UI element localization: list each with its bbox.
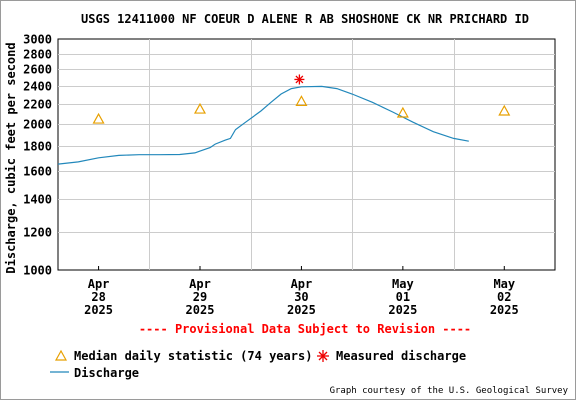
x-tick-label: 2025 [388, 303, 417, 317]
x-tick-label: 2025 [287, 303, 316, 317]
legend-median-label: Median daily statistic (74 years) [74, 349, 312, 363]
x-tick-label: 28 [91, 290, 105, 304]
x-tick-label: 2025 [490, 303, 519, 317]
x-tick-label: Apr [189, 277, 211, 291]
chart-title: USGS 12411000 NF COEUR D ALENE R AB SHOS… [81, 12, 529, 26]
y-tick-label: 2400 [23, 80, 52, 94]
legend: Median daily statistic (74 years) Measur… [50, 349, 466, 380]
x-tick-label: Apr [291, 277, 313, 291]
legend-measured-marker [317, 350, 329, 362]
y-axis-label: Discharge, cubic feet per second [4, 42, 18, 273]
median-marker [396, 106, 409, 118]
y-tick-label: 1800 [23, 140, 52, 154]
y-tick-label: 1400 [23, 193, 52, 207]
y-tick-label: 3000 [23, 33, 52, 47]
legend-median-marker [54, 349, 68, 361]
legend-measured-label: Measured discharge [336, 349, 466, 363]
x-tick-label: 02 [497, 290, 511, 304]
y-tick-label: 2600 [23, 63, 52, 77]
median-marker [92, 112, 105, 124]
plot-area [57, 38, 556, 271]
y-tick-label: 1000 [23, 264, 52, 278]
y-tick-label: 1600 [23, 165, 52, 179]
median-marker [498, 104, 511, 116]
credit-text: Graph courtesy of the U.S. Geological Su… [330, 386, 569, 396]
provisional-notice: ---- Provisional Data Subject to Revisio… [139, 322, 471, 336]
y-tick-label: 2800 [23, 48, 52, 62]
x-tick-label: May [392, 277, 414, 291]
y-tick-label: 1200 [23, 226, 52, 240]
x-tick-label: Apr [88, 277, 110, 291]
x-tick-label: 2025 [186, 303, 215, 317]
x-tick-label: 29 [193, 290, 207, 304]
legend-discharge-label: Discharge [74, 366, 139, 380]
y-tick-label: 2000 [23, 118, 52, 132]
discharge-line [57, 85, 469, 165]
x-tick-label: 30 [294, 290, 308, 304]
median-marker [193, 102, 207, 114]
median-marker [295, 95, 308, 106]
x-tick-label: May [493, 277, 515, 291]
y-tick-label: 2200 [23, 98, 52, 112]
x-tick-label: 2025 [84, 303, 113, 317]
measured-marker [294, 74, 305, 85]
x-tick-label: 01 [396, 290, 410, 304]
